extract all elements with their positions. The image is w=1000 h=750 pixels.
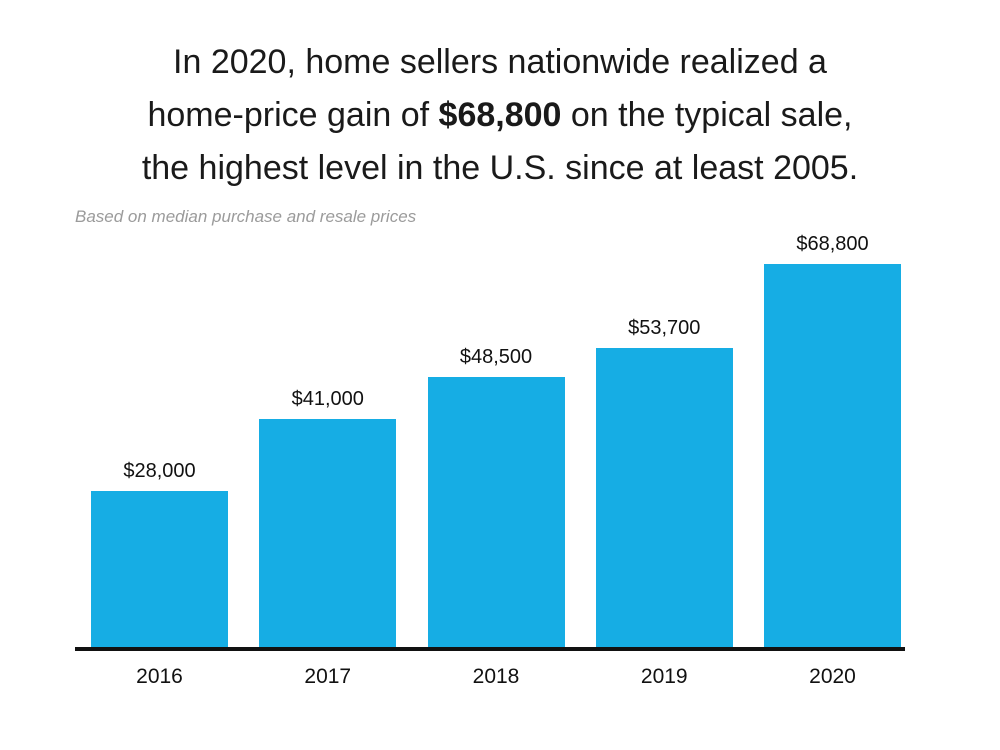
bar-column: $48,500 xyxy=(427,346,565,648)
title-line-1: In 2020, home sellers nationwide realize… xyxy=(0,36,1000,89)
title-line-3-text: the highest level in the U.S. since at l… xyxy=(141,149,859,188)
title-highlight-amount: $68,800 xyxy=(438,96,562,135)
bar-chart: $28,000 $41,000 $48,500 $53,700 $68,800 2016… xyxy=(0,233,1000,689)
x-axis-label: 2019 xyxy=(640,665,688,689)
bar-value-label: $28,000 xyxy=(123,460,196,483)
title-line-3: the highest level in the U.S. since at l… xyxy=(0,142,1000,195)
bar-value-label: $41,000 xyxy=(291,388,364,411)
title-line-1-text: In 2020, home sellers nationwide realize… xyxy=(173,43,827,81)
x-axis-label: 2020 xyxy=(809,665,856,689)
bar-column: $28,000 xyxy=(91,460,228,648)
x-axis-label: 2016 xyxy=(136,665,183,689)
bar xyxy=(91,491,228,648)
bar-column: $53,700 xyxy=(595,317,733,648)
title-line-2-post: on the typical sale, xyxy=(561,96,853,135)
bar-value-label: $48,500 xyxy=(459,346,533,369)
x-axis-label: 2018 xyxy=(472,665,520,689)
title-line-2-pre: home-price gain of xyxy=(147,96,439,135)
bar xyxy=(764,264,901,648)
bar xyxy=(595,348,733,648)
bar-column: $68,800 xyxy=(764,233,901,648)
page-title: In 2020, home sellers nationwide realize… xyxy=(0,36,1000,195)
x-axis-label: 2017 xyxy=(304,665,352,689)
bars-row: $28,000 $41,000 $48,500 $53,700 $68,800 xyxy=(75,233,905,652)
bar xyxy=(259,419,397,648)
x-axis-labels: 2016 2017 2018 2019 2020 xyxy=(75,651,905,689)
bar-value-label: $68,800 xyxy=(796,233,869,256)
bar xyxy=(427,377,565,648)
bar-value-label: $53,700 xyxy=(628,317,701,340)
chart-source-note: Based on median purchase and resale pric… xyxy=(75,207,417,227)
title-line-2: home-price gain of $68,800 on the typica… xyxy=(0,89,1000,142)
bar-column: $41,000 xyxy=(259,388,397,648)
